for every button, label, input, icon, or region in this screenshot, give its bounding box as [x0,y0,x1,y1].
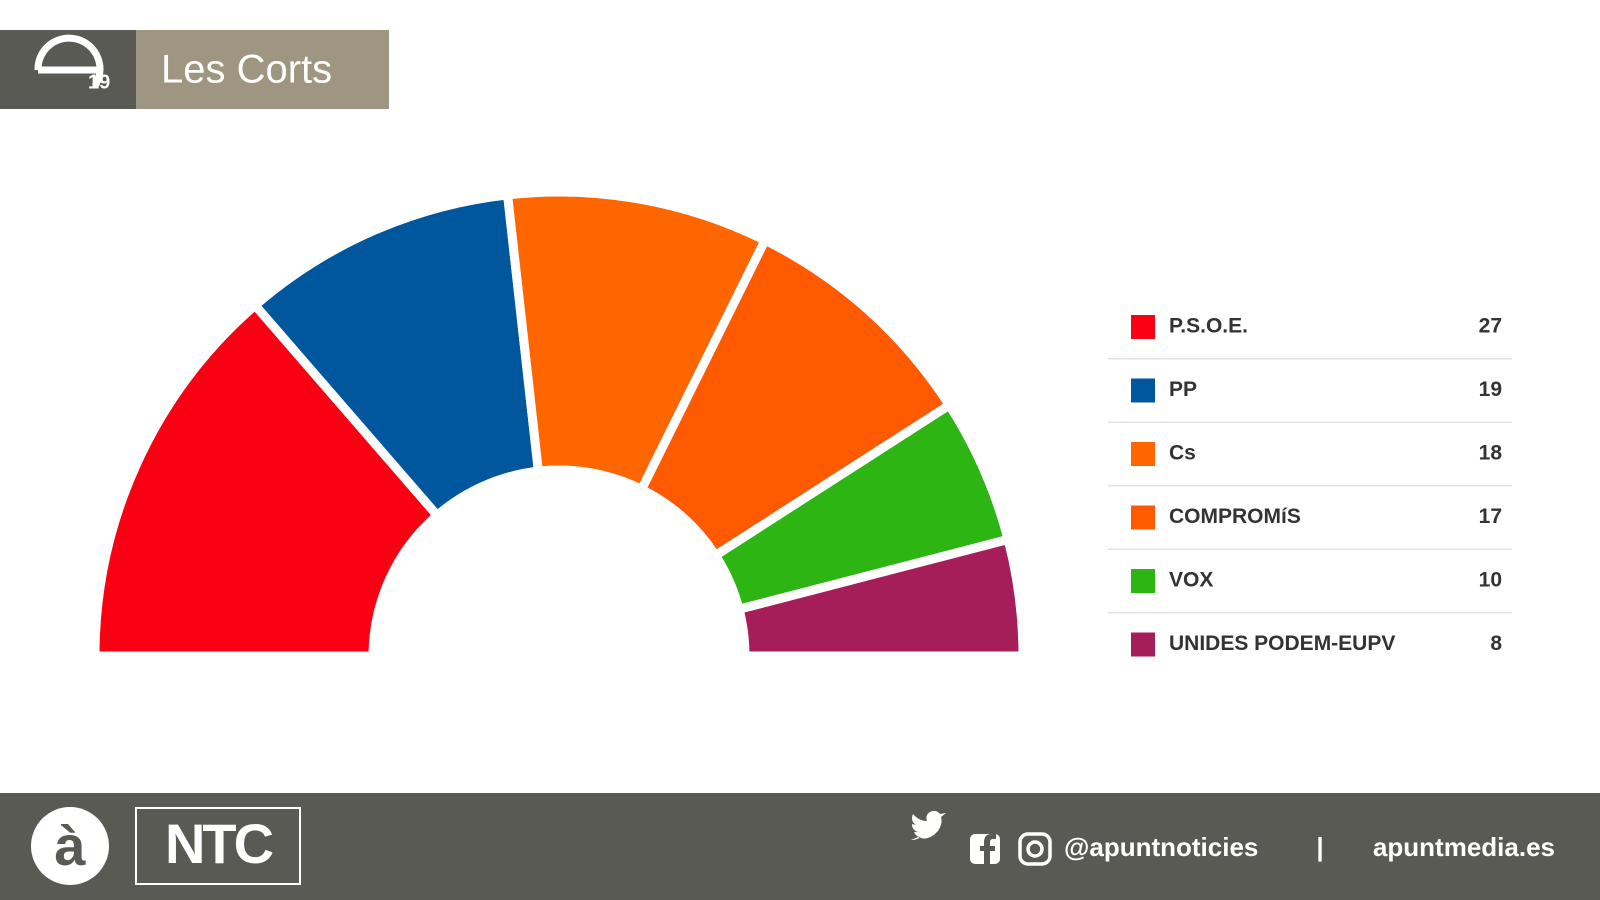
facebook-f [980,834,996,864]
website: apuntmedia.es [1373,832,1555,862]
baseline-mask [85,656,1033,668]
footer-logo-circle [31,807,109,885]
twitter-icon [911,810,946,840]
legend-swatch [1131,505,1155,530]
legend-value: 17 [1479,505,1502,528]
logo-e [34,34,104,88]
legend-label: VOX [1169,569,1213,592]
footer-logo-letter: à [54,814,86,877]
legend-label: UNIDES PODEM-EUPV [1169,632,1395,655]
instagram-lens [1026,840,1044,858]
social-handle: @apuntnoticies [1064,832,1258,862]
legend-swatch [1131,442,1155,466]
legend-label: COMPROMíS [1169,505,1301,528]
instagram-icon [1018,832,1052,866]
legend-label: PP [1169,378,1197,401]
legend-label: Cs [1169,442,1196,465]
seat-wedge [90,298,444,661]
brand-box [135,807,301,885]
legend-value: 18 [1479,442,1503,465]
seat-wedge [502,187,772,496]
legend-swatch [1131,315,1155,339]
legend-swatch [1131,569,1155,593]
logo-number: 19 [88,71,110,93]
legend-label: P.S.O.E. [1169,315,1248,338]
legend-value: 10 [1479,569,1502,592]
footer-separator: | [1316,832,1323,862]
legend-swatch [1131,378,1155,403]
seat-wedge [248,189,544,522]
legend-swatch [1131,632,1155,657]
brand: NTC [165,812,273,875]
legend-value: 8 [1490,632,1502,655]
footer-bar [0,793,1600,900]
seat-wedge [635,234,956,562]
legend-value: 27 [1479,315,1502,338]
chart-title: Les Corts [161,48,332,92]
title-box [136,30,389,109]
legend-value: 19 [1479,378,1502,401]
